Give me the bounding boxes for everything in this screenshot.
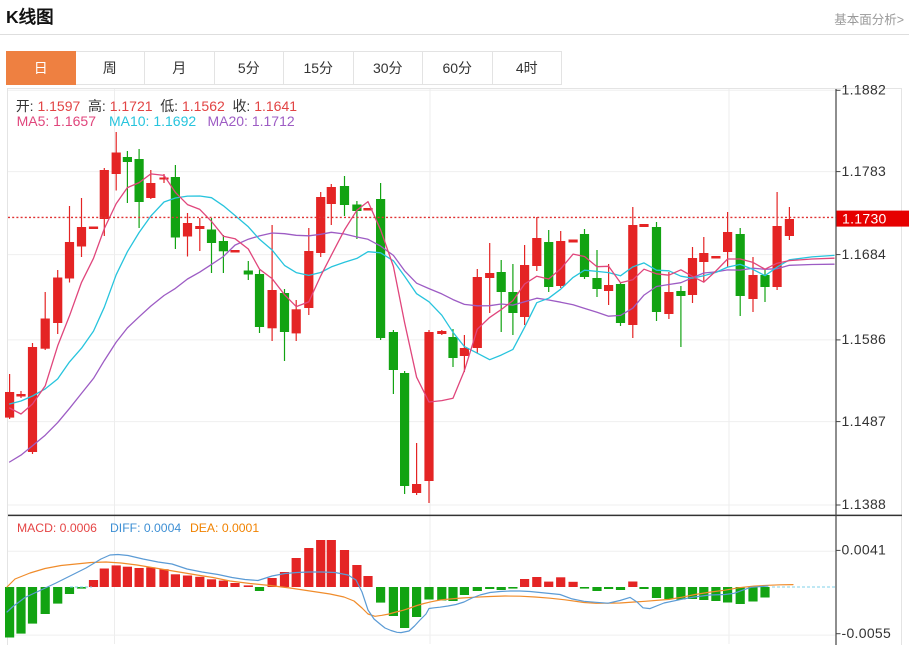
svg-text:0.0041: 0.0041 [842, 542, 887, 558]
svg-text:1.1586: 1.1586 [842, 331, 887, 347]
svg-text:DIFF: 0.0004: DIFF: 0.0004 [110, 521, 181, 535]
svg-text:1.1684: 1.1684 [842, 246, 887, 262]
svg-text:-0.0055: -0.0055 [842, 625, 892, 641]
svg-text:1.1388: 1.1388 [842, 496, 887, 512]
svg-text:1.1487: 1.1487 [842, 413, 887, 429]
svg-text:1.1882: 1.1882 [842, 82, 887, 98]
svg-text:MACD: 0.0006: MACD: 0.0006 [17, 521, 97, 535]
svg-text:1.1783: 1.1783 [842, 163, 887, 179]
svg-text:DEA: 0.0001: DEA: 0.0001 [190, 521, 259, 535]
svg-text:1.1730: 1.1730 [842, 211, 887, 227]
